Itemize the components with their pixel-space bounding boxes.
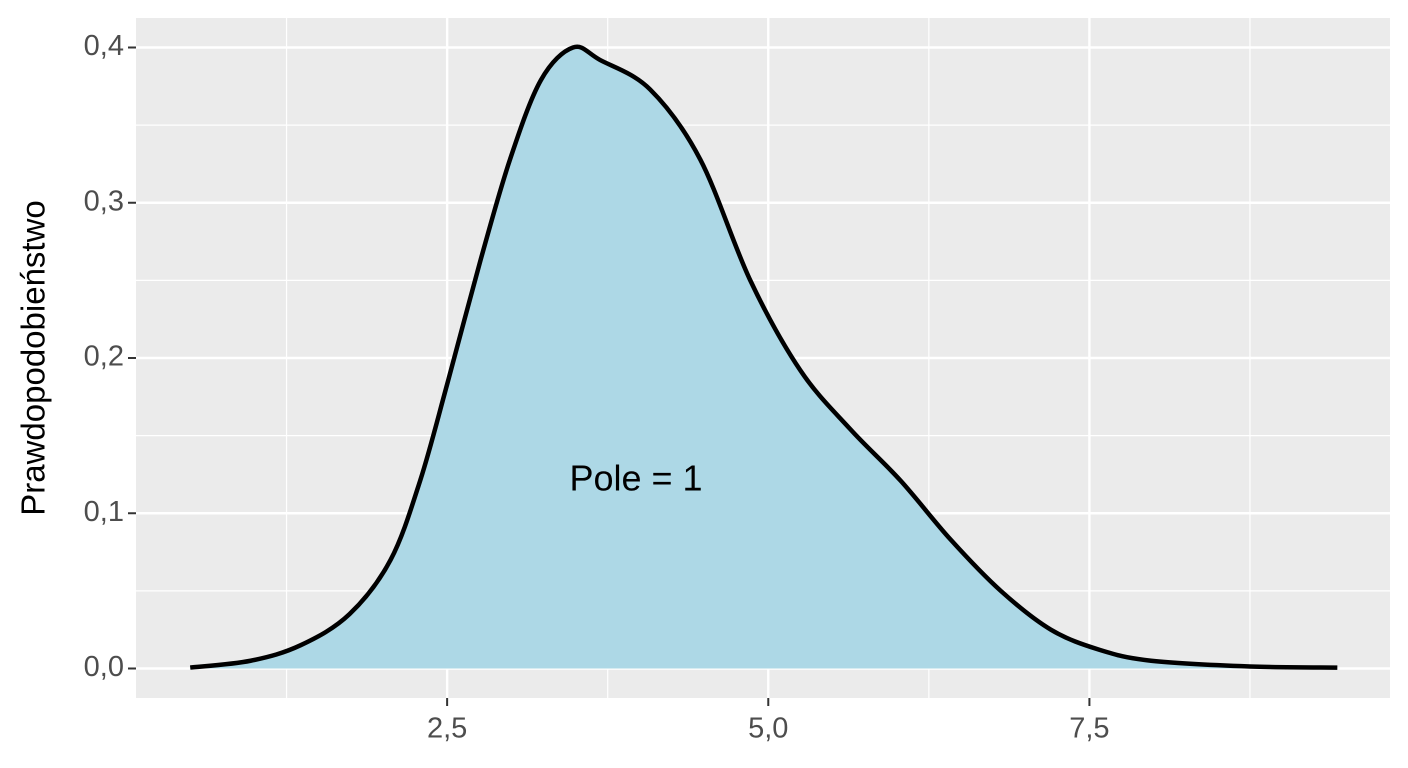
x-tick-label: 2,5 (427, 713, 467, 745)
y-tick-label: 0,2 (84, 341, 124, 373)
y-tick-label: 0,0 (84, 651, 124, 683)
y-tick-label: 0,3 (84, 185, 124, 217)
x-tick-label: 7,5 (1069, 713, 1109, 745)
y-axis-title: Prawdopodobieństwo (15, 200, 52, 516)
x-tick-label: 5,0 (748, 713, 788, 745)
y-tick-label: 0,1 (84, 496, 124, 528)
y-tick-label: 0,4 (84, 30, 124, 62)
density-area (190, 46, 1338, 669)
annotation: Pole = 1 (569, 458, 702, 499)
density-line (189, 44, 1338, 670)
